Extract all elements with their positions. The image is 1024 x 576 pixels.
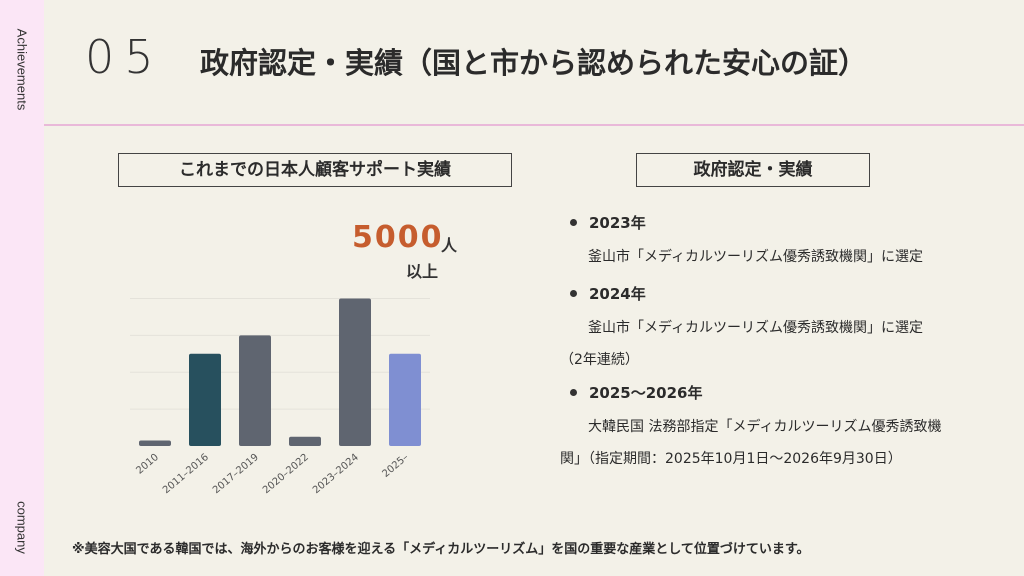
achievement-year-label: 2023年 xyxy=(589,214,646,232)
x-tick-label: 2017–2019 xyxy=(211,452,261,496)
achievement-year: 2025〜2026年 xyxy=(570,382,1000,403)
achievement-year: 2024年 xyxy=(570,283,1000,304)
sidebar-bottom-label: company xyxy=(14,501,30,554)
x-tick-label: 2010 xyxy=(134,452,161,477)
bar-0 xyxy=(139,440,171,446)
bar-5 xyxy=(389,353,421,446)
bullet-icon xyxy=(570,290,577,297)
footnote: ※美容大国である韓国では、海外からのお客様を迎える「メディカルツーリズム」を国の… xyxy=(72,542,810,557)
achievement-year: 2023年 xyxy=(570,212,1000,233)
x-tick-label: 2025– xyxy=(381,452,411,480)
achievement-desc: 釜山市「メディカルツーリズム優秀誘致機関」に選定 xyxy=(574,249,924,265)
support-bar-chart: 2010 2011–2016 2017–2019 2020–2022 2023–2024… xyxy=(130,297,430,496)
bar-1 xyxy=(189,353,221,446)
bar-2 xyxy=(239,335,271,446)
achievement-desc: 関」（指定期間：2025年10月1日〜2026年9月30日） xyxy=(560,451,902,467)
right-panel-title: 政府認定・実績 xyxy=(636,153,870,187)
bullet-icon xyxy=(570,389,577,396)
sidebar-top-label: Achievements xyxy=(14,28,30,111)
x-tick-label: 2020–2022 xyxy=(261,452,311,496)
side-bar: Achievements company xyxy=(0,0,44,576)
achievement-item: 2025〜2026年 大韓民国 法務部指定「メディカルツーリズム優秀誘致機 関」… xyxy=(560,382,1000,475)
highlight-value: 5000 xyxy=(352,220,444,255)
bar-3 xyxy=(289,436,321,446)
achievement-year-label: 2025〜2026年 xyxy=(589,384,703,402)
section-number: 05 xyxy=(85,30,164,84)
achievement-desc: 大韓民国 法務部指定「メディカルツーリズム優秀誘致機 xyxy=(560,419,942,435)
bar-4 xyxy=(339,298,371,446)
left-panel-title: これまでの日本人顧客サポート実績 xyxy=(118,153,512,187)
achievement-desc: 釜山市「メディカルツーリズム優秀誘致機関」に選定 xyxy=(560,320,924,336)
highlight-unit: 人 xyxy=(441,236,458,255)
x-tick-label: 2011–2016 xyxy=(161,452,211,496)
x-tick-label: 2023–2024 xyxy=(311,452,361,496)
achievements-list: 2023年 釜山市「メディカルツーリズム優秀誘致機関」に選定 2024年 釜山市… xyxy=(560,212,1000,475)
page-title: 政府認定・実績（国と市から認められた安心の証） xyxy=(200,46,868,80)
achievement-item: 2024年 釜山市「メディカルツーリズム優秀誘致機関」に選定 （2年連続） xyxy=(560,283,1000,376)
header-divider xyxy=(44,124,1024,126)
highlight-suffix: 以上 xyxy=(406,262,439,281)
achievement-year-label: 2024年 xyxy=(589,285,646,303)
achievement-item: 2023年 釜山市「メディカルツーリズム優秀誘致機関」に選定 xyxy=(560,212,1000,273)
achievement-desc: （2年連続） xyxy=(560,352,639,368)
bullet-icon xyxy=(570,219,577,226)
